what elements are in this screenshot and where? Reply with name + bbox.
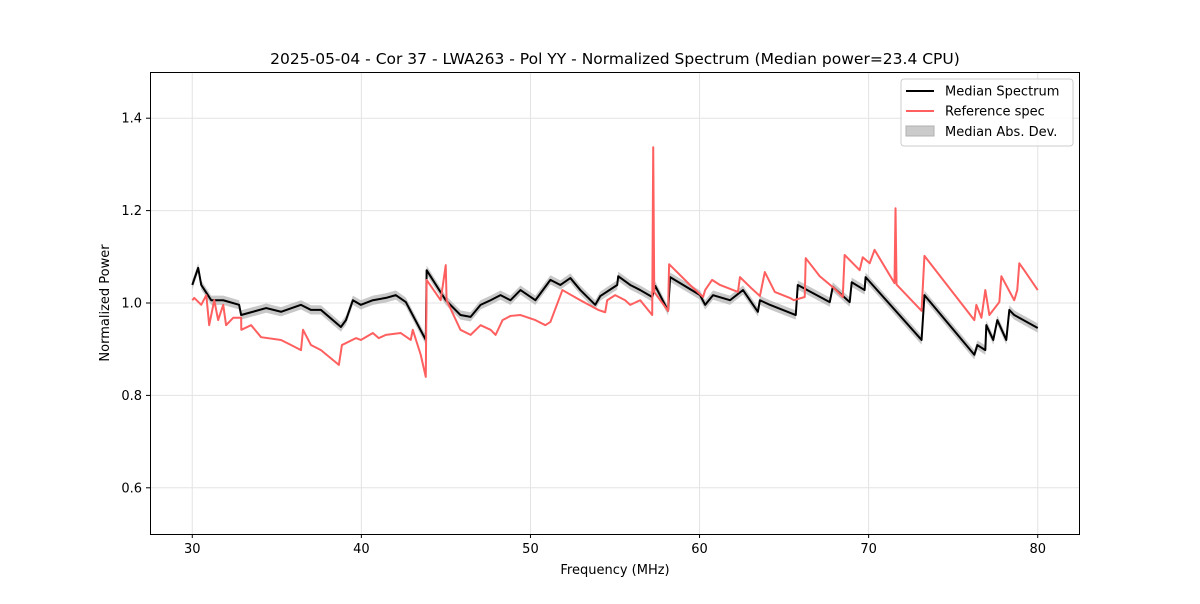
chart-title: 2025-05-04 - Cor 37 - LWA263 - Pol YY - …	[270, 50, 960, 68]
y-tick-label: 0.6	[121, 481, 142, 496]
grid	[150, 72, 1080, 534]
legend-mad-label: Median Abs. Dev.	[945, 125, 1057, 140]
plot-frame	[150, 72, 1080, 535]
x-tick-label: 40	[353, 542, 370, 557]
y-axis-label: Normalized Power	[98, 244, 113, 362]
x-axis-label: Frequency (MHz)	[560, 563, 669, 578]
x-tick-label: 80	[1029, 542, 1046, 557]
legend-box	[900, 78, 1074, 147]
y-tick-label: 1.2	[121, 204, 142, 219]
legend-median-label: Median Spectrum	[945, 85, 1059, 100]
x-tick-label: 60	[691, 542, 708, 557]
legend: Median Spectrum Reference spec Median Ab…	[900, 78, 1074, 147]
reference-spectrum-line	[191, 146, 1039, 378]
plot-marks	[191, 146, 1039, 378]
axis-ticks: 30 40 50 60 70 80 0.6 0.8 1.0 1.2 1.4	[121, 112, 1046, 557]
legend-reference-label: Reference spec	[945, 105, 1045, 120]
y-tick-label: 1.4	[121, 112, 142, 127]
y-tick-label: 1.0	[121, 297, 142, 312]
x-tick-label: 50	[522, 542, 539, 557]
median-spectrum-line	[191, 266, 1039, 356]
x-tick-label: 70	[860, 542, 877, 557]
legend-mad-swatch	[905, 125, 935, 137]
x-tick-label: 30	[184, 542, 201, 557]
mad-band	[192, 263, 1038, 360]
y-tick-label: 0.8	[121, 389, 142, 404]
